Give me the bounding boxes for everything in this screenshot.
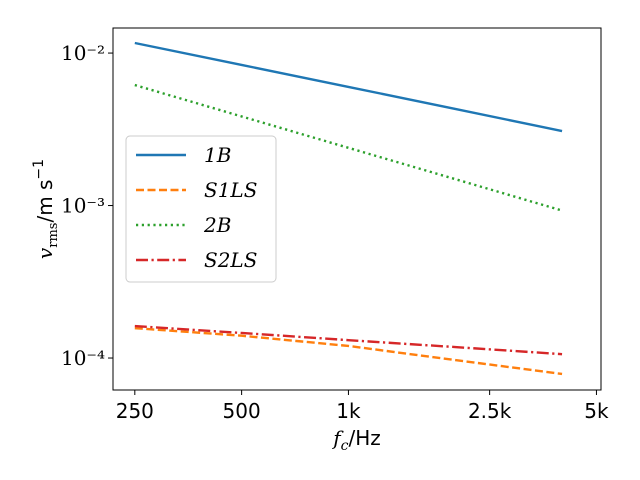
y-tick-label: 10⁻² [61, 41, 105, 65]
y-tick-label: 10⁻³ [61, 194, 105, 218]
series-line [134, 41, 563, 133]
x-tick-label: 2.5k [468, 399, 512, 423]
x-tick-label: 500 [223, 399, 261, 423]
legend-label: S1LS [204, 178, 257, 202]
y-label-var: v [33, 247, 57, 259]
y-label-sup: −1 [31, 159, 47, 180]
legend-label: 1B [204, 143, 231, 167]
x-label-sub: c [341, 438, 349, 454]
legend-label: 2B [203, 213, 231, 237]
x-label-unit: /Hz [348, 426, 380, 450]
legend-box [125, 135, 277, 283]
y-label-unit: /m s [33, 180, 57, 223]
x-tick-label: 1k [336, 399, 361, 423]
series-line [134, 324, 563, 356]
x-axis-label: fc/Hz [331, 426, 381, 454]
plot-frame [112, 27, 602, 391]
y-axis-label: vrms/m s−1 [31, 159, 61, 259]
y-tick-label: 10⁻⁴ [61, 346, 105, 370]
x-tick-label: 5k [584, 399, 609, 423]
y-label-sub: rms [46, 223, 61, 248]
series-line [134, 326, 563, 376]
x-tick-label: 250 [116, 399, 154, 423]
legend-label: S2LS [204, 248, 257, 272]
